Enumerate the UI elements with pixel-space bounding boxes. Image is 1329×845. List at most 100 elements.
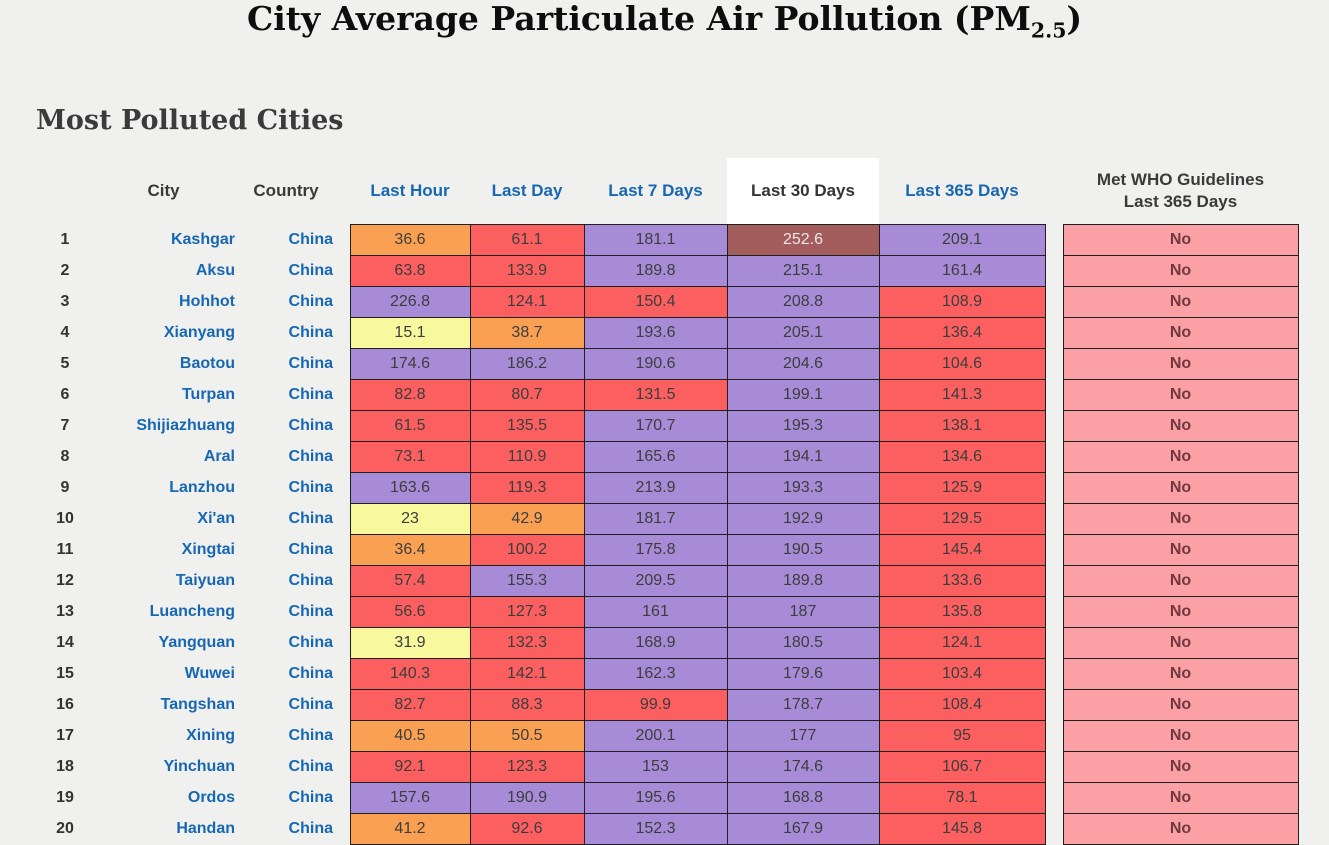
city-link[interactable]: Tangshan	[160, 695, 235, 713]
table-row: 19 Ordos China 157.6 190.9 195.6 168.8 78.1 No	[40, 781, 1299, 814]
country-link[interactable]: China	[288, 261, 333, 279]
city-link[interactable]: Kashgar	[170, 230, 235, 248]
country-link[interactable]: China	[288, 478, 333, 496]
city-link[interactable]: Turpan	[181, 385, 235, 403]
pm-value-cell: 61.1	[469, 223, 585, 256]
column-gap	[1045, 317, 1063, 348]
city-link[interactable]: Aral	[203, 447, 235, 465]
who-guidelines-cell: No	[1062, 378, 1299, 411]
header-row: City Country Last Hour Last Day Last 7 D…	[40, 157, 1298, 225]
country-link[interactable]: China	[288, 354, 333, 372]
pm-value-cell: 177	[726, 719, 880, 752]
col-header-last-hour[interactable]: Last Hour	[370, 180, 450, 200]
page-title-subscript: 2.5	[1030, 18, 1067, 43]
column-gap	[1045, 565, 1063, 596]
pm-value-cell: 162.3	[583, 657, 728, 690]
pm-value-cell: 106.7	[878, 750, 1046, 783]
city-link[interactable]: Xingtai	[181, 540, 235, 558]
country-link[interactable]: China	[288, 757, 333, 775]
country-link[interactable]: China	[288, 509, 333, 527]
city-link[interactable]: Baotou	[179, 354, 235, 372]
city-link[interactable]: Aksu	[195, 261, 235, 279]
country-link[interactable]: China	[288, 416, 333, 434]
column-gap	[1045, 689, 1063, 720]
pm-value-cell: 80.7	[469, 378, 585, 411]
pm-value-cell: 190.5	[726, 533, 880, 566]
column-gap	[1045, 410, 1063, 441]
city-link[interactable]: Shijiazhuang	[136, 416, 235, 434]
city-link[interactable]: Handan	[176, 819, 235, 837]
city-link[interactable]: Xianyang	[163, 323, 235, 341]
pm-value-cell: 104.6	[878, 347, 1046, 380]
column-gap	[1045, 472, 1063, 503]
country-link[interactable]: China	[288, 571, 333, 589]
col-header-last-7-days[interactable]: Last 7 Days	[608, 180, 703, 200]
city-link[interactable]: Xi'an	[197, 509, 235, 527]
city-link[interactable]: Ordos	[187, 788, 235, 806]
pm-value-cell: 124.1	[878, 626, 1046, 659]
country-link[interactable]: China	[288, 819, 333, 837]
pm-value-cell: 31.9	[349, 626, 471, 659]
col-header-last-30-days-selected[interactable]: Last 30 Days	[727, 157, 879, 225]
table-row: 4 Xianyang China 15.1 38.7 193.6 205.1 136.4 No	[40, 316, 1299, 349]
table-row: 11 Xingtai China 36.4 100.2 175.8 190.5 145.4 No	[40, 533, 1299, 566]
country-link[interactable]: China	[288, 540, 333, 558]
city-link[interactable]: Taiyuan	[175, 571, 235, 589]
pm-value-cell: 157.6	[349, 781, 471, 814]
table-row: 20 Handan China 41.2 92.6 152.3 167.9 145.8 No	[40, 812, 1299, 845]
col-header-last-day[interactable]: Last Day	[491, 180, 563, 200]
pm-value-cell: 204.6	[726, 347, 880, 380]
who-guidelines-cell: No	[1062, 750, 1299, 783]
column-gap	[335, 782, 350, 813]
pm-value-cell: 135.5	[469, 409, 585, 442]
pm-value-cell: 57.4	[349, 564, 471, 597]
country-link[interactable]: China	[288, 323, 333, 341]
pm-value-cell: 205.1	[726, 316, 880, 349]
rank-cell: 19	[56, 788, 74, 806]
country-link[interactable]: China	[288, 447, 333, 465]
column-gap	[335, 689, 350, 720]
city-link[interactable]: Yangquan	[158, 633, 235, 651]
rank-cell: 5	[60, 354, 70, 372]
country-link[interactable]: China	[288, 633, 333, 651]
column-gap	[335, 348, 350, 379]
column-gap	[1045, 379, 1063, 410]
pm-value-cell: 179.6	[726, 657, 880, 690]
country-link[interactable]: China	[288, 664, 333, 682]
who-header-line1: Met WHO Guidelines	[1096, 169, 1265, 189]
country-link[interactable]: China	[288, 230, 333, 248]
pm-value-cell: 145.4	[878, 533, 1046, 566]
country-link[interactable]: China	[288, 695, 333, 713]
column-gap	[335, 658, 350, 689]
column-gap	[1045, 534, 1063, 565]
pm-value-cell: 41.2	[349, 812, 471, 845]
pm-value-cell: 187	[726, 595, 880, 628]
country-link[interactable]: China	[288, 788, 333, 806]
col-header-last-365-days[interactable]: Last 365 Days	[905, 180, 1019, 200]
country-link[interactable]: China	[288, 385, 333, 403]
city-link[interactable]: Wuwei	[184, 664, 235, 682]
rank-cell: 11	[56, 540, 74, 558]
country-link[interactable]: China	[288, 292, 333, 310]
pm-value-cell: 82.7	[349, 688, 471, 721]
pm-value-cell: 170.7	[583, 409, 728, 442]
column-gap	[335, 379, 350, 410]
table-row: 16 Tangshan China 82.7 88.3 99.9 178.7 108.4 No	[40, 688, 1299, 721]
pm-value-cell: 168.9	[583, 626, 728, 659]
city-link[interactable]: Hohhot	[179, 292, 235, 310]
city-link[interactable]: Luancheng	[149, 602, 235, 620]
pm-value-cell: 56.6	[349, 595, 471, 628]
column-gap	[335, 472, 350, 503]
city-link[interactable]: Xining	[186, 726, 235, 744]
pm-value-cell: 133.9	[469, 254, 585, 287]
pm-value-cell: 135.8	[878, 595, 1046, 628]
city-link[interactable]: Lanzhou	[169, 478, 235, 496]
country-link[interactable]: China	[288, 726, 333, 744]
city-link[interactable]: Yinchuan	[163, 757, 235, 775]
pm-value-cell: 63.8	[349, 254, 471, 287]
column-gap	[1045, 782, 1063, 813]
country-link[interactable]: China	[288, 602, 333, 620]
pm-value-cell: 195.3	[726, 409, 880, 442]
pm-value-cell: 163.6	[349, 471, 471, 504]
pm-value-cell: 78.1	[878, 781, 1046, 814]
